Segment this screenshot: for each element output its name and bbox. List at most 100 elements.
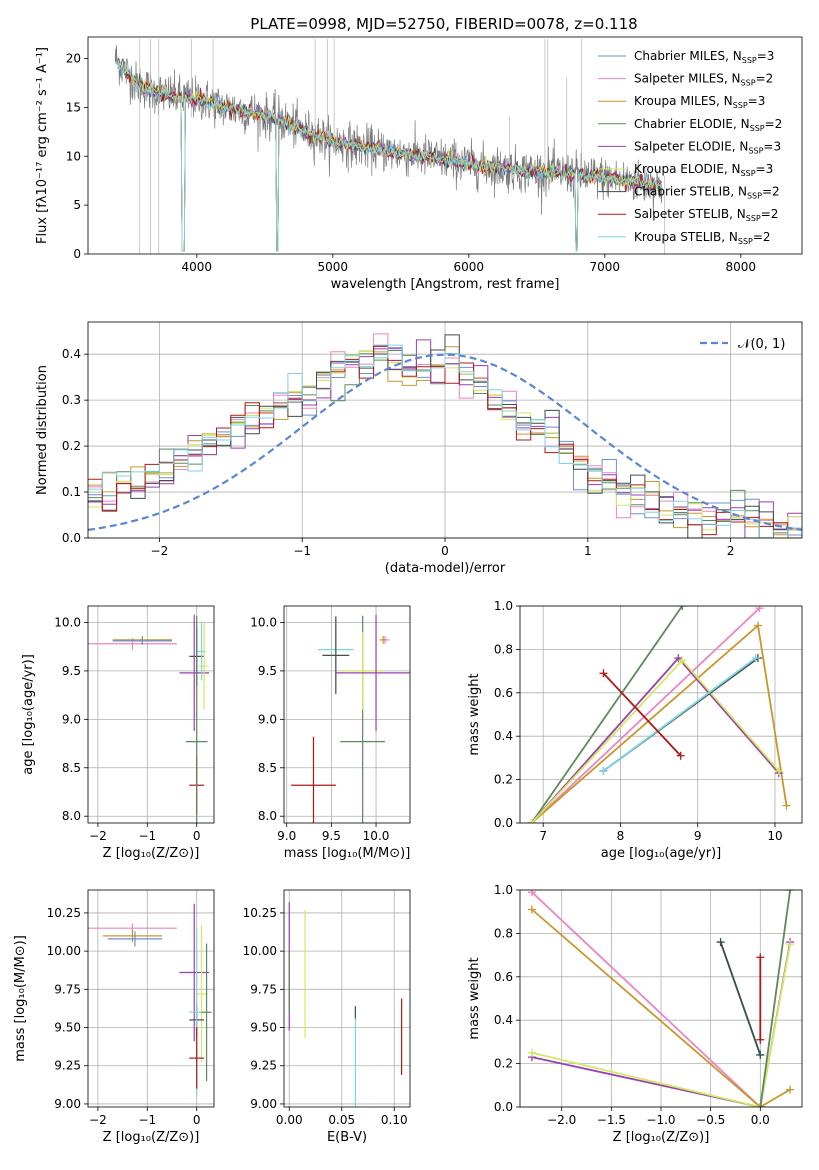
x-tick-label: 2 [727, 544, 735, 558]
x-tick-label: −1 [293, 544, 311, 558]
y-tick-label: 15 [66, 100, 81, 114]
x-tick-label: 10 [767, 829, 782, 843]
x-axis-label: mass [log₁₀(M/M⊙)] [284, 846, 411, 861]
y-tick-label: 9.00 [250, 1097, 277, 1111]
y-tick-label: 0.4 [494, 729, 513, 743]
y-axis-label: mass [log₁₀(M/M⊙)] [13, 935, 28, 1062]
weight-marker [786, 890, 795, 894]
weight-line [530, 607, 761, 823]
y-tick-label: 9.0 [62, 712, 81, 726]
histogram-step [88, 344, 802, 538]
panel-age-vs-Z: −2 −1 0 8.0 8.5 9.0 9.5 10.0 Z [log₁₀(Z/Z⊙)] age … [21, 605, 215, 861]
y-tick-label: 8.0 [62, 809, 81, 823]
plot-area [88, 333, 802, 538]
y-tick-label: 0.6 [494, 686, 513, 700]
y-tick-label: 10.00 [47, 944, 81, 958]
y-tick-label: 9.50 [250, 1021, 277, 1035]
legend-label: Salpeter ELODIE, NSSP=3 [634, 139, 781, 155]
legend-label: Kroupa ELODIE, NSSP=3 [634, 162, 773, 178]
data-spectrum-line [114, 44, 663, 216]
x-tick-label: −1 [138, 1113, 156, 1127]
x-tick-label: 6000 [454, 260, 485, 274]
x-tick-label: 0.10 [381, 1113, 408, 1127]
y-tick-label: 0.0 [62, 531, 81, 545]
x-axis-label: wavelength [Angstrom, rest frame] [331, 277, 560, 292]
y-tick-label: 0.2 [494, 773, 513, 787]
x-axis-label: Z [log₁₀(Z/Z⊙)] [613, 1130, 710, 1145]
x-tick-label: −0.5 [696, 1113, 725, 1127]
y-tick-label: 9.75 [250, 982, 277, 996]
y-tick-label: 9.75 [54, 982, 81, 996]
axes-frame [283, 889, 411, 1108]
x-tick-label: 8000 [726, 260, 757, 274]
legend-label: Chabrier MILES, NSSP=3 [634, 49, 774, 65]
histogram-step [88, 334, 802, 538]
y-tick-label: 1.0 [494, 883, 513, 897]
weight-marker [527, 905, 536, 914]
plot-area [88, 903, 212, 1097]
x-tick-label: 0 [441, 544, 449, 558]
legend-label: Chabrier STELIB, NSSP=2 [634, 185, 780, 201]
weight-marker [676, 751, 685, 760]
x-tick-label: 9.0 [277, 829, 296, 843]
model-line [117, 61, 663, 252]
x-tick-label: 1 [584, 544, 592, 558]
y-tick-label: 10.0 [54, 615, 81, 629]
weight-line [531, 944, 791, 1107]
panel-spectrum: 4000 5000 6000 7000 8000 0 5 10 15 20 wavelength [… [35, 36, 803, 292]
x-tick-label: 0.0 [751, 1113, 770, 1127]
weight-marker [756, 953, 765, 962]
y-tick-label: 0.0 [494, 816, 513, 830]
weight-marker [782, 801, 791, 810]
legend-label: Salpeter MILES, NSSP=2 [634, 72, 773, 88]
y-tick-label: 9.00 [54, 1097, 81, 1111]
y-tick-label: 9.5 [258, 664, 277, 678]
model-line [117, 61, 663, 252]
x-tick-label: 9 [694, 829, 702, 843]
y-tick-label: 0.8 [494, 642, 513, 656]
y-tick-label: 0.4 [494, 1013, 513, 1027]
panel-weight-vs-Z: −2.0 −1.5 −1.0 −0.5 0.0 0.0 0.2 0.4 0.6 0.8 1.0 Z [… [467, 883, 803, 1145]
axes-frame [519, 605, 803, 824]
panel-weight-vs-age: 7 8 9 10 0.0 0.2 0.4 0.6 0.8 1.0 age [log₁₀(age/yr… [467, 599, 803, 861]
y-tick-label: 10.0 [250, 615, 277, 629]
y-tick-label: 9.25 [250, 1059, 277, 1073]
weight-marker [751, 654, 760, 663]
x-tick-label: 5000 [318, 260, 349, 274]
weight-line [602, 672, 682, 757]
x-tick-label: 9.5 [322, 829, 341, 843]
x-axis-label: age [log₁₀(age/yr)] [601, 846, 722, 861]
y-tick-label: 10 [66, 149, 81, 163]
legend-label: 𝒩(0, 1) [738, 337, 785, 352]
x-axis-label: E(B-V) [327, 1130, 367, 1145]
legend-label: Kroupa STELIB, NSSP=2 [634, 230, 771, 246]
weight-marker [786, 940, 795, 949]
legend-label: Chabrier ELODIE, NSSP=2 [634, 117, 782, 133]
weight-line [531, 623, 788, 823]
x-axis-label: Z [log₁₀(Z/Z⊙)] [103, 846, 200, 861]
weight-marker [774, 766, 783, 775]
x-tick-label: 7 [539, 829, 547, 843]
y-axis-label: Flux [fλ10⁻¹⁷ erg cm⁻² s⁻¹ A⁻¹] [35, 47, 50, 244]
x-tick-label: 0.05 [328, 1113, 355, 1127]
y-tick-label: 0.6 [494, 970, 513, 984]
weight-line [530, 656, 780, 823]
weight-marker [756, 1103, 765, 1107]
y-tick-label: 0.3 [62, 393, 81, 407]
y-tick-label: 8.5 [62, 761, 81, 775]
weight-line [719, 941, 762, 1056]
x-tick-label: 10.0 [363, 829, 390, 843]
model-line [117, 63, 663, 252]
weight-marker [756, 1050, 765, 1059]
x-tick-label: −2 [89, 1113, 107, 1127]
weight-line [602, 657, 757, 772]
y-tick-label: 0.1 [62, 485, 81, 499]
y-axis-label: mass weight [467, 673, 482, 755]
panel-mass-vs-EBV: 0.00 0.05 0.10 9.00 9.25 9.50 9.75 10.00 10.25 E(… [243, 889, 411, 1145]
y-tick-label: 0.8 [494, 926, 513, 940]
weight-marker [678, 656, 687, 665]
legend-label: Kroupa MILES, NSSP=3 [634, 94, 765, 110]
y-tick-label: 0.2 [62, 439, 81, 453]
normal-curve [88, 353, 802, 531]
